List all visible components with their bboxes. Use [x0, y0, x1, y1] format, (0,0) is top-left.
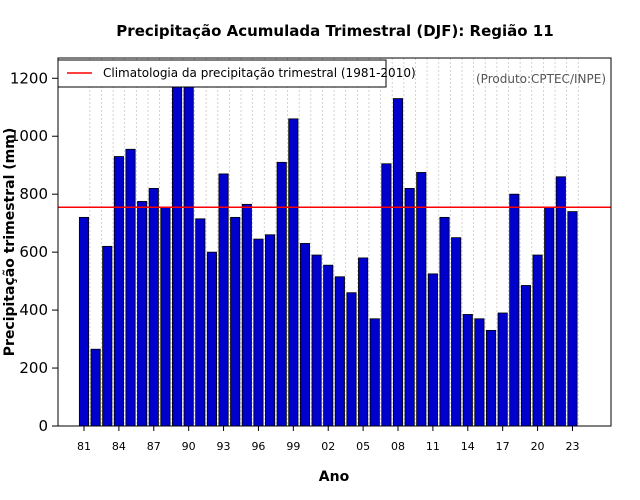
y-axis: 0 200 400 600 800 1000 1200: [10, 69, 58, 435]
x-tick-label: 20: [531, 440, 545, 453]
bar-1988: [160, 206, 171, 427]
x-axis: 81 84 87 90 93 96 99 02 05 08 11 14 17 20 23: [77, 426, 579, 453]
y-tick-label: 800: [19, 185, 48, 203]
y-axis-label: Precipitação trimestral (mm): [2, 128, 18, 356]
bar-2007: [381, 163, 392, 427]
bars: [78, 80, 578, 427]
bar-2020: [532, 254, 543, 427]
bar-1987: [148, 187, 159, 427]
x-tick-label: 02: [321, 440, 335, 453]
y-tick-label: 0: [38, 417, 48, 435]
x-tick-label: 93: [217, 440, 231, 453]
bar-2009: [404, 187, 415, 427]
bar-1985: [125, 148, 136, 427]
bar-1994: [230, 216, 241, 427]
bar-1981: [78, 216, 90, 427]
x-tick-label: 96: [251, 440, 265, 453]
bar-2006: [369, 318, 380, 427]
x-tick-label: 05: [356, 440, 370, 453]
x-tick-label: 08: [391, 440, 405, 453]
legend-box: [57, 59, 387, 88]
bar-2019: [520, 285, 531, 427]
bar-2011: [427, 273, 438, 427]
plot-frame: [57, 57, 612, 427]
bar-1984: [113, 156, 124, 427]
x-tick-label: 84: [112, 440, 126, 453]
y-tick-label: 1200: [10, 69, 48, 87]
bar-2002: [323, 264, 334, 427]
legend: Climatologia da precipitação trimestral …: [57, 59, 416, 88]
bar-1991: [195, 218, 206, 427]
bar-2016: [485, 329, 497, 427]
bar-2001: [311, 254, 322, 427]
legend-label: Climatologia da precipitação trimestral …: [103, 66, 416, 80]
source-note: (Produto:CPTEC/INPE): [476, 72, 606, 86]
x-tick-label: 90: [182, 440, 196, 453]
bar-2014: [462, 314, 473, 427]
bar-1998: [276, 161, 287, 427]
bar-1995: [241, 203, 252, 427]
bar-2010: [416, 172, 427, 427]
bar-2004: [346, 292, 357, 427]
bar-2013: [451, 237, 462, 427]
bar-2017: [497, 312, 508, 427]
x-tick-label: 81: [77, 440, 91, 453]
bar-1983: [102, 245, 113, 427]
bar-1982: [90, 348, 101, 427]
bar-2022: [555, 176, 566, 427]
bar-2008: [392, 98, 404, 427]
bar-1999: [288, 118, 299, 427]
x-tick-label: 11: [426, 440, 440, 453]
x-tick-label: 23: [565, 440, 579, 453]
bar-2012: [439, 216, 450, 427]
chart-title: Precipitação Acumulada Trimestral (DJF):…: [116, 22, 553, 40]
x-tick-label: 87: [147, 440, 161, 453]
bar-1989: [171, 83, 183, 427]
bar-2023: [567, 211, 578, 427]
bar-1986: [137, 201, 148, 427]
x-tick-label: 14: [461, 440, 475, 453]
y-tick-label: 600: [19, 243, 48, 261]
grid: [89, 58, 579, 426]
bar-1990: [183, 80, 194, 427]
bar-1996: [253, 238, 264, 427]
y-tick-label: 200: [19, 359, 48, 377]
bar-2015: [474, 318, 485, 427]
bar-2000: [299, 243, 311, 427]
x-tick-label: 17: [496, 440, 510, 453]
y-tick-label: 1000: [10, 127, 48, 145]
bar-2005: [358, 257, 369, 427]
x-axis-label: Ano: [319, 469, 350, 485]
bar-2021: [544, 206, 555, 427]
bar-2018: [509, 193, 520, 427]
x-tick-label: 99: [286, 440, 300, 453]
bar-1992: [206, 251, 217, 427]
bar-2003: [334, 276, 345, 427]
bar-1993: [218, 173, 229, 427]
bar-1997: [265, 234, 276, 427]
y-tick-label: 400: [19, 301, 48, 319]
